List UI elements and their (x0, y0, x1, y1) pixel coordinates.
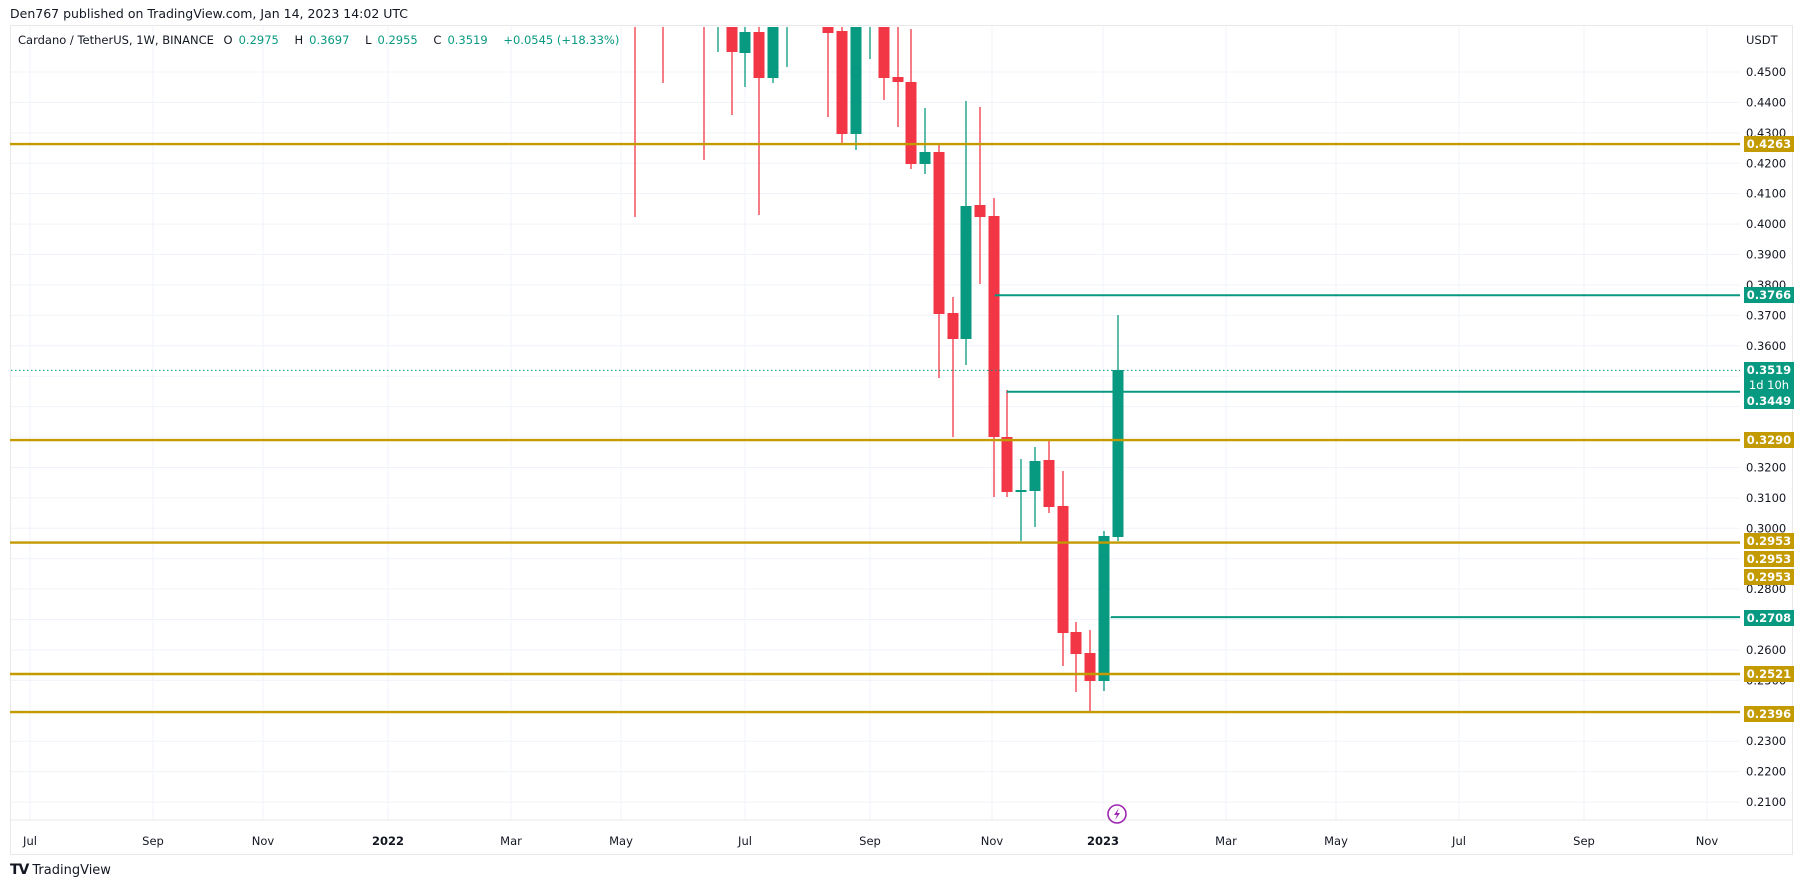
currency-label: USDT (1746, 33, 1779, 47)
x-tick: Sep (142, 834, 164, 848)
candle-body (892, 77, 904, 82)
x-tick: Sep (1573, 834, 1595, 848)
y-tick: 0.4000 (1746, 217, 1786, 231)
candle-body (822, 27, 834, 33)
price-label (1744, 706, 1794, 722)
price-label (1744, 666, 1794, 682)
x-tick: Nov (981, 834, 1004, 848)
x-tick: Jul (1451, 834, 1466, 848)
svg-text:0.2521: 0.2521 (1747, 667, 1791, 681)
y-tick: 0.2300 (1746, 734, 1786, 748)
ohlc-close: C 0.3519 (433, 33, 488, 47)
lightning-icon[interactable] (1107, 804, 1127, 824)
y-tick: 0.2600 (1746, 643, 1786, 657)
y-tick: 0.3100 (1746, 491, 1786, 505)
y-tick: 0.2200 (1746, 765, 1786, 779)
candle-body (1098, 536, 1110, 681)
candle-body (988, 216, 1000, 437)
candle-body (878, 27, 890, 78)
x-tick: Jul (22, 834, 37, 848)
x-tick: May (1324, 834, 1348, 848)
candle-body (1029, 461, 1041, 491)
candle-body (753, 32, 765, 78)
price-label (1744, 393, 1794, 409)
price-label (1744, 551, 1794, 567)
x-tick: Nov (1696, 834, 1719, 848)
y-tick: 0.2100 (1746, 795, 1786, 809)
svg-text:0.4263: 0.4263 (1747, 137, 1791, 151)
y-tick: 0.3200 (1746, 460, 1786, 474)
tradingview-logo-icon: TV (10, 862, 29, 878)
candle-body (905, 82, 917, 164)
candle-body (726, 27, 738, 52)
price-label (1744, 569, 1794, 585)
x-tick: 2023 (1087, 834, 1119, 848)
svg-text:0.2953: 0.2953 (1747, 570, 1791, 584)
candle-body (947, 313, 959, 339)
candle-body (767, 27, 779, 78)
y-tick: 0.3900 (1746, 248, 1786, 262)
tradingview-logo[interactable]: TV TradingView (10, 862, 111, 878)
symbol-legend: Cardano / TetherUS, 1W, BINANCE O 0.2975 … (18, 33, 625, 47)
candle-body (1112, 370, 1124, 537)
svg-text:0.2396: 0.2396 (1747, 707, 1791, 721)
svg-text:0.3519: 0.3519 (1747, 363, 1791, 377)
svg-text:0.2708: 0.2708 (1747, 611, 1791, 625)
x-tick: 2022 (372, 834, 404, 848)
candle-body (1015, 490, 1027, 492)
candle-body (974, 205, 986, 217)
svg-text:0.2953: 0.2953 (1747, 534, 1791, 548)
price-change: +0.0545 (+18.33%) (503, 33, 620, 47)
candle-body (836, 31, 848, 134)
svg-text:0.3449: 0.3449 (1747, 394, 1791, 408)
candle-body (919, 152, 931, 164)
price-label (1744, 533, 1794, 549)
svg-text:0.3290: 0.3290 (1747, 433, 1791, 447)
candle-body (739, 32, 751, 53)
svg-text:1d 10h: 1d 10h (1749, 378, 1789, 392)
logo-text: TradingView (32, 862, 111, 878)
price-label (1744, 287, 1794, 303)
y-tick: 0.3700 (1746, 308, 1786, 322)
x-tick: Mar (500, 834, 522, 848)
y-tick: 0.3000 (1746, 521, 1786, 535)
y-tick: 0.4200 (1746, 156, 1786, 170)
publish-info: Den767 published on TradingView.com, Jan… (10, 6, 409, 21)
y-tick: 0.4100 (1746, 187, 1786, 201)
candle-body (1043, 460, 1055, 507)
ohlc-open: O 0.2975 (223, 33, 279, 47)
y-tick: 0.2800 (1746, 582, 1786, 596)
price-label (1744, 432, 1794, 448)
candle-body (1057, 506, 1069, 633)
candle-body (1084, 653, 1096, 681)
candle-body (850, 27, 862, 134)
ohlc-high: H 0.3697 (294, 33, 350, 47)
symbol-title[interactable]: Cardano / TetherUS, 1W, BINANCE (18, 33, 214, 47)
candle-body (933, 152, 945, 314)
y-tick: 0.3600 (1746, 339, 1786, 353)
x-tick: Jul (737, 834, 752, 848)
candle-body (1001, 437, 1013, 492)
price-label (1744, 610, 1794, 626)
y-tick: 0.4500 (1746, 65, 1786, 79)
x-tick: Nov (252, 834, 275, 848)
x-tick: Mar (1215, 834, 1237, 848)
x-tick: Sep (859, 834, 881, 848)
candle-body (960, 206, 972, 339)
svg-text:0.3766: 0.3766 (1747, 288, 1791, 302)
svg-text:0.2953: 0.2953 (1747, 552, 1791, 566)
candle-body (1070, 632, 1082, 654)
ohlc-low: L 0.2955 (365, 33, 418, 47)
price-label (1744, 136, 1794, 152)
y-tick: 0.4400 (1746, 95, 1786, 109)
price-label (1744, 377, 1794, 393)
x-tick: May (609, 834, 633, 848)
price-label (1744, 362, 1794, 378)
